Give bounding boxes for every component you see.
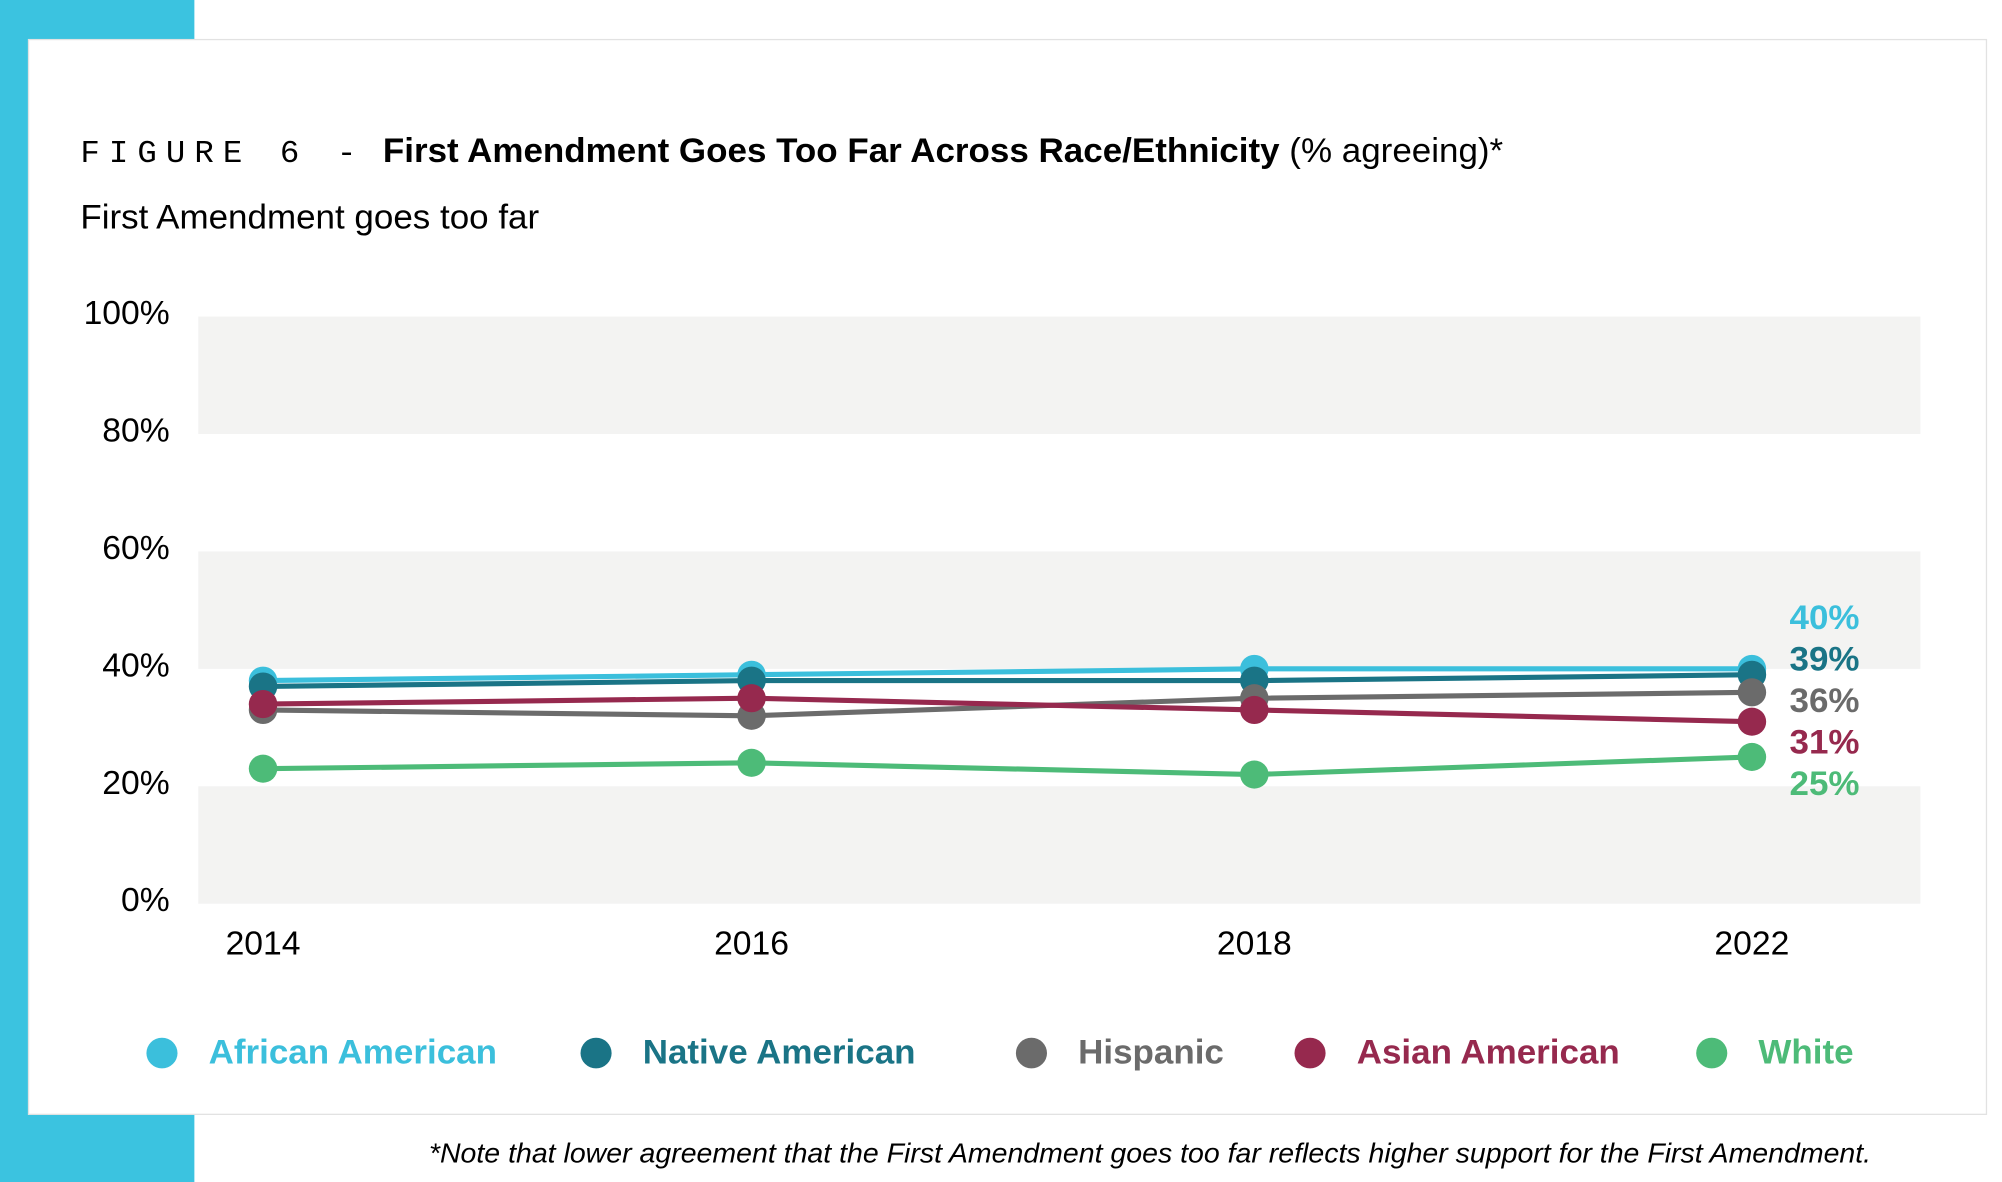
y-tick-label: 0% bbox=[121, 882, 170, 919]
y-tick-label: 60% bbox=[102, 530, 169, 567]
value-label: 40% bbox=[1789, 599, 1859, 637]
y-tick-label: 40% bbox=[102, 648, 169, 685]
series-line bbox=[263, 695, 1752, 725]
legend-label: Hispanic bbox=[1078, 1034, 1224, 1072]
data-point bbox=[248, 690, 278, 719]
title-suffix: (% agreeing)* bbox=[1289, 133, 1503, 171]
series-line bbox=[263, 666, 1752, 684]
x-tick-label: 2014 bbox=[226, 926, 301, 963]
band bbox=[198, 786, 1921, 904]
footnote: *Note that lower agreement that the Firs… bbox=[429, 1137, 1871, 1169]
legend-label: White bbox=[1758, 1034, 1853, 1072]
data-point bbox=[1240, 695, 1269, 725]
figure-title: FIGURE 6 - First Amendment Goes Too Far … bbox=[80, 133, 1503, 172]
legend-label: Asian American bbox=[1357, 1034, 1620, 1072]
value-label: 31% bbox=[1789, 724, 1859, 762]
y-tick-label: 80% bbox=[102, 413, 169, 450]
data-point bbox=[737, 748, 766, 777]
data-point bbox=[1737, 707, 1767, 736]
series-line bbox=[263, 754, 1753, 778]
figure-label: FIGURE 6 - bbox=[80, 135, 365, 172]
series-line bbox=[263, 672, 1752, 690]
y-tick-label: 100% bbox=[84, 295, 170, 332]
legend-label: Native American bbox=[643, 1034, 916, 1072]
legend-marker bbox=[1696, 1037, 1728, 1069]
data-point bbox=[737, 684, 766, 713]
value-label: 39% bbox=[1789, 641, 1859, 679]
legend-marker bbox=[580, 1037, 612, 1069]
series-line bbox=[263, 689, 1752, 719]
y-tick-label: 20% bbox=[102, 765, 169, 802]
data-point bbox=[1240, 760, 1269, 789]
chart-title: First Amendment Goes Too Far Across Race… bbox=[383, 133, 1280, 171]
x-tick-label: 2018 bbox=[1217, 926, 1292, 963]
legend-label: African American bbox=[209, 1034, 497, 1072]
band bbox=[198, 551, 1921, 669]
legend-marker bbox=[1015, 1037, 1048, 1069]
x-tick-label: 2016 bbox=[714, 926, 789, 963]
data-point bbox=[1737, 742, 1767, 771]
data-point bbox=[1737, 678, 1767, 707]
value-label: 36% bbox=[1789, 682, 1859, 720]
band bbox=[198, 316, 1921, 434]
plot: 0% 20% 40% 60% 80% 100% 2014 2016 2018 2022 40% 39%… bbox=[84, 295, 1921, 1071]
legend-marker bbox=[1294, 1037, 1326, 1069]
value-label: 25% bbox=[1789, 765, 1859, 803]
x-tick-label: 2022 bbox=[1714, 926, 1789, 963]
legend-marker bbox=[146, 1037, 178, 1069]
data-point bbox=[248, 754, 278, 783]
subtitle: First Amendment goes too far bbox=[80, 199, 539, 237]
